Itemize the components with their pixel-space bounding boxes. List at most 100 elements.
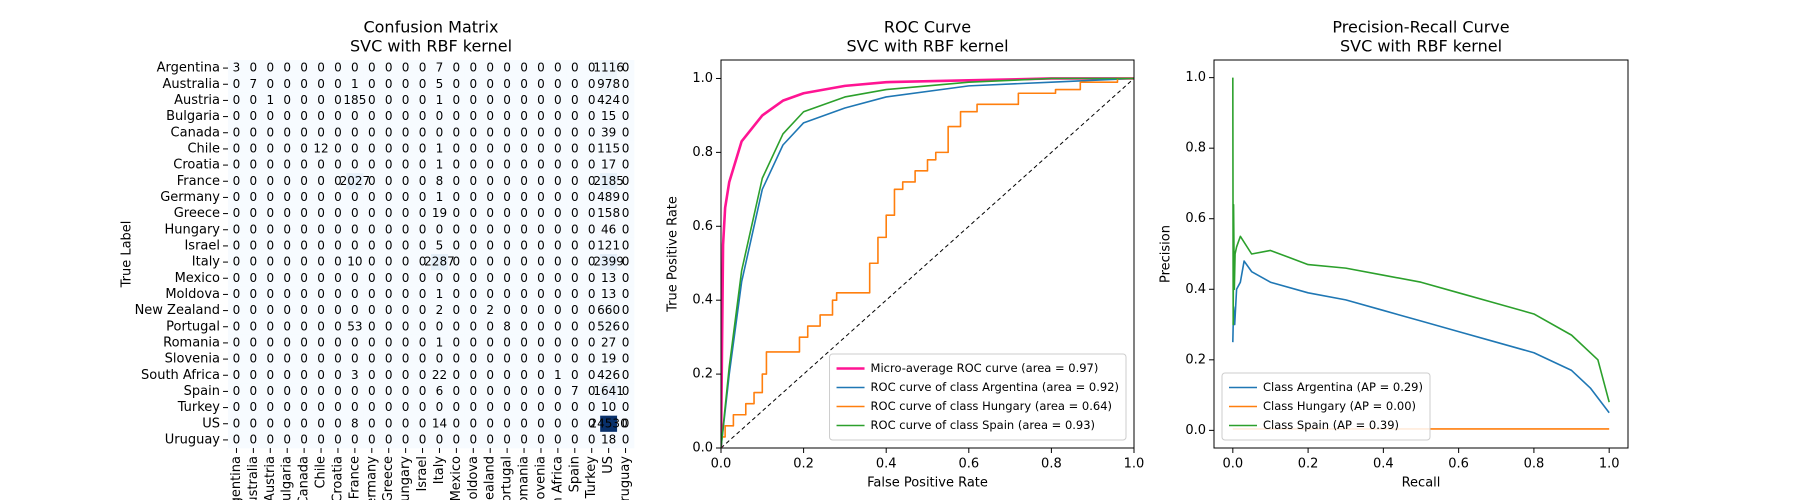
heatmap-cell bbox=[617, 399, 635, 416]
heatmap-cell bbox=[363, 205, 381, 222]
cell-label: 0 bbox=[402, 77, 410, 91]
heatmap-cell bbox=[380, 157, 398, 174]
cell-label: 0 bbox=[334, 125, 342, 139]
cell-label: 0 bbox=[554, 141, 562, 155]
cell-label: 1 bbox=[436, 335, 444, 349]
heatmap-cell bbox=[329, 415, 347, 433]
x-tick-label: 0.6 bbox=[958, 457, 979, 472]
cell-label: 0 bbox=[537, 400, 545, 414]
y-tick-label: South Africa bbox=[141, 368, 220, 383]
y-tick-label: 0.2 bbox=[1185, 352, 1206, 367]
cell-label: 0 bbox=[351, 222, 359, 236]
cell-label: 0 bbox=[283, 271, 291, 285]
heatmap-cell bbox=[414, 237, 432, 255]
cell-label: 0 bbox=[250, 335, 258, 349]
cell-label: 0 bbox=[419, 125, 427, 139]
cell-label: 13 bbox=[601, 271, 616, 285]
heatmap-cell bbox=[397, 60, 415, 77]
cell-label: 0 bbox=[486, 61, 494, 75]
cell-label: 0 bbox=[520, 319, 528, 333]
heatmap-cell bbox=[244, 351, 263, 368]
heatmap-cell bbox=[515, 367, 533, 384]
cell-label: 0 bbox=[334, 238, 342, 252]
cell-label: 0 bbox=[520, 125, 528, 139]
cell-label: 5 bbox=[436, 77, 444, 91]
heatmap-cell bbox=[532, 140, 550, 158]
cell-label: 0 bbox=[622, 158, 630, 172]
heatmap-cell bbox=[363, 189, 381, 206]
cell-label: 0 bbox=[351, 158, 359, 172]
heatmap-cell bbox=[363, 108, 381, 125]
heatmap-cell bbox=[431, 334, 449, 352]
heatmap-cell bbox=[312, 173, 330, 190]
cell-label: 0 bbox=[250, 319, 258, 333]
heatmap-cell bbox=[464, 108, 483, 125]
cell-label: 0 bbox=[233, 141, 241, 155]
cell-label: 0 bbox=[486, 287, 494, 301]
heatmap-cell bbox=[261, 286, 280, 303]
cell-label: 3 bbox=[351, 368, 359, 382]
heatmap-cell bbox=[244, 431, 263, 449]
heatmap-cell bbox=[481, 60, 499, 77]
heatmap-cell bbox=[228, 431, 246, 449]
cell-label: 0 bbox=[402, 222, 410, 236]
cell-label: 0 bbox=[402, 335, 410, 349]
reference-diagonal bbox=[721, 78, 1134, 448]
heatmap-cell bbox=[481, 157, 499, 174]
cell-label: 0 bbox=[402, 174, 410, 188]
heatmap-cell bbox=[363, 334, 381, 352]
heatmap-cell bbox=[498, 270, 516, 287]
heatmap-cell bbox=[228, 367, 246, 384]
heatmap-cell bbox=[498, 60, 516, 77]
heatmap-cell bbox=[566, 367, 584, 384]
heatmap-cell bbox=[481, 76, 499, 93]
cell-label: 0 bbox=[571, 222, 579, 236]
cell-label: 0 bbox=[300, 61, 308, 75]
cell-label: 0 bbox=[266, 61, 274, 75]
cell-label: 0 bbox=[588, 255, 596, 269]
cell-label: 0 bbox=[266, 400, 274, 414]
heatmap-cell bbox=[363, 60, 381, 77]
cell-label: 5 bbox=[436, 238, 444, 252]
heatmap-cell bbox=[515, 173, 533, 190]
heatmap-cell bbox=[566, 254, 584, 271]
cell-label: 0 bbox=[571, 368, 579, 382]
cell-label: 0 bbox=[469, 255, 477, 269]
heatmap-cell bbox=[431, 270, 449, 287]
y-tick-label: Argentina bbox=[157, 61, 220, 76]
heatmap-cell bbox=[532, 237, 550, 255]
cell-label: 0 bbox=[520, 238, 528, 252]
heatmap-cell bbox=[600, 189, 618, 206]
heatmap-cell bbox=[464, 431, 483, 449]
cell-label: 115 bbox=[597, 141, 620, 155]
heatmap-cell bbox=[278, 270, 296, 287]
cell-label: 0 bbox=[283, 400, 291, 414]
heatmap-cell bbox=[600, 173, 618, 190]
heatmap-cell bbox=[549, 270, 567, 287]
heatmap-cell bbox=[600, 415, 618, 433]
cell-label: 0 bbox=[588, 93, 596, 107]
cell-label: 0 bbox=[469, 303, 477, 317]
cell-label: 0 bbox=[588, 190, 596, 204]
cell-label: 0 bbox=[402, 400, 410, 414]
cell-label: 0 bbox=[385, 287, 393, 301]
heatmap-cell bbox=[532, 351, 550, 368]
cell-label: 0 bbox=[250, 416, 258, 430]
cell-label: 185 bbox=[343, 93, 366, 107]
cell-label: 0 bbox=[436, 400, 444, 414]
cell-label: 0 bbox=[233, 125, 241, 139]
heatmap-cell bbox=[295, 270, 313, 287]
heatmap-cell bbox=[600, 351, 618, 368]
heatmap-cell bbox=[380, 76, 398, 93]
heatmap-cell bbox=[329, 367, 347, 384]
heatmap-cell bbox=[617, 108, 635, 125]
cell-label: 0 bbox=[334, 93, 342, 107]
heatmap-cell bbox=[295, 334, 313, 352]
heatmap-cell bbox=[329, 351, 347, 368]
cell-label: 0 bbox=[266, 206, 274, 220]
heatmap-cell bbox=[261, 92, 280, 109]
chart-title: ROC Curve bbox=[884, 18, 971, 37]
cell-label: 0 bbox=[503, 174, 511, 188]
cell-label: 0 bbox=[520, 287, 528, 301]
cell-label: 19 bbox=[432, 206, 447, 220]
